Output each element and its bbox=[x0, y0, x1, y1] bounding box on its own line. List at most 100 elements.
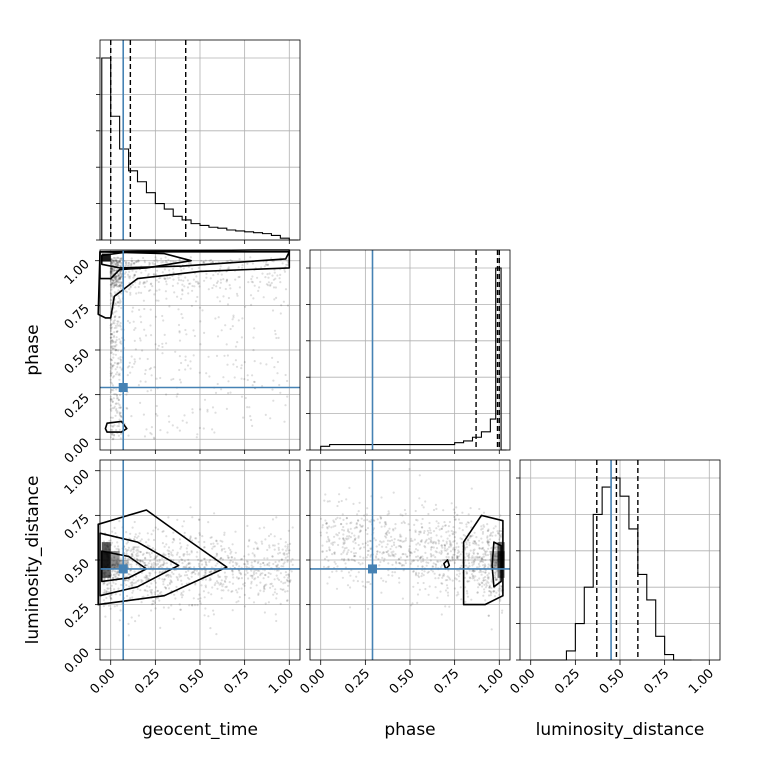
scatter-point bbox=[154, 562, 157, 565]
scatter-point bbox=[236, 341, 239, 344]
scatter-point bbox=[153, 600, 156, 603]
scatter-point bbox=[342, 543, 345, 546]
scatter-point bbox=[258, 527, 261, 530]
scatter-point bbox=[174, 597, 177, 600]
scatter-point bbox=[128, 288, 131, 291]
scatter-point bbox=[176, 282, 179, 285]
scatter-point bbox=[105, 596, 108, 600]
scatter-point bbox=[205, 272, 208, 275]
scatter-point bbox=[247, 545, 250, 548]
scatter-point bbox=[480, 547, 483, 550]
scatter-point bbox=[117, 573, 121, 577]
scatter-point bbox=[114, 532, 117, 535]
scatter-point bbox=[275, 597, 278, 600]
scatter-point bbox=[478, 565, 481, 568]
scatter-point bbox=[178, 259, 181, 262]
scatter-point bbox=[332, 525, 335, 528]
scatter-point bbox=[144, 564, 147, 567]
scatter-point bbox=[135, 557, 139, 560]
scatter-point bbox=[325, 521, 328, 525]
scatter-point bbox=[472, 556, 475, 559]
scatter-point bbox=[111, 371, 114, 375]
scatter-point bbox=[215, 540, 218, 543]
scatter-point bbox=[158, 288, 161, 291]
scatter-point bbox=[116, 410, 119, 413]
scatter-point bbox=[110, 359, 113, 362]
scatter-point bbox=[256, 547, 259, 550]
scatter-point bbox=[211, 428, 214, 431]
scatter-point bbox=[159, 429, 162, 432]
scatter-point bbox=[120, 559, 123, 562]
scatter-point bbox=[177, 308, 180, 311]
scatter-point bbox=[458, 555, 461, 558]
scatter-point bbox=[434, 563, 437, 566]
scatter-point bbox=[348, 531, 351, 534]
scatter-point bbox=[326, 566, 330, 569]
scatter-point bbox=[117, 262, 120, 265]
scatter-point bbox=[164, 256, 167, 259]
scatter-point bbox=[470, 487, 473, 490]
scatter-point bbox=[489, 594, 492, 597]
scatter-point bbox=[111, 364, 114, 367]
scatter-point bbox=[197, 518, 201, 521]
scatter-point bbox=[192, 278, 195, 281]
scatter-point bbox=[428, 521, 431, 525]
scatter-point bbox=[115, 275, 118, 279]
scatter-point bbox=[178, 603, 181, 606]
scatter-point bbox=[358, 547, 361, 551]
scatter-point bbox=[261, 385, 264, 388]
scatter-point bbox=[134, 261, 137, 264]
scatter-point bbox=[219, 268, 222, 271]
scatter-point bbox=[112, 336, 115, 339]
scatter-point bbox=[116, 322, 119, 325]
scatter-point bbox=[465, 541, 468, 544]
scatter-point bbox=[448, 605, 451, 608]
scatter-point bbox=[253, 284, 256, 287]
scatter-point bbox=[180, 593, 183, 596]
y-tick-label: 0.50 bbox=[62, 346, 93, 377]
scatter-point bbox=[115, 256, 118, 259]
scatter-point bbox=[430, 555, 433, 558]
scatter-point bbox=[284, 404, 287, 407]
scatter-point bbox=[111, 364, 114, 367]
scatter-point bbox=[257, 592, 260, 595]
scatter-point bbox=[399, 513, 402, 516]
scatter-point bbox=[148, 574, 151, 577]
scatter-point bbox=[430, 546, 433, 549]
scatter-point bbox=[421, 555, 424, 558]
y-axis-label-phase: phase bbox=[23, 324, 43, 375]
scatter-point bbox=[219, 557, 223, 560]
scatter-point bbox=[115, 336, 118, 339]
scatter-point bbox=[495, 591, 498, 594]
scatter-point bbox=[408, 550, 411, 554]
scatter-point bbox=[112, 259, 115, 262]
scatter-point bbox=[126, 273, 130, 276]
scatter-point bbox=[488, 586, 491, 589]
scatter-point bbox=[385, 536, 388, 539]
scatter-point bbox=[203, 540, 206, 544]
scatter-point bbox=[202, 427, 205, 430]
scatter-point bbox=[118, 261, 122, 264]
scatter-point bbox=[411, 539, 414, 543]
scatter-point bbox=[116, 256, 119, 259]
scatter-point bbox=[480, 560, 483, 563]
scatter-point bbox=[434, 541, 437, 544]
scatter-point bbox=[220, 583, 223, 586]
scatter-point bbox=[129, 581, 132, 585]
scatter-point bbox=[404, 562, 407, 565]
scatter-point bbox=[434, 550, 437, 553]
scatter-point bbox=[118, 406, 121, 409]
scatter-point bbox=[427, 537, 431, 540]
scatter-point bbox=[131, 553, 134, 557]
scatter-point bbox=[467, 553, 470, 557]
scatter-point bbox=[112, 574, 115, 577]
scatter-point bbox=[113, 284, 116, 287]
scatter-point bbox=[116, 261, 119, 264]
scatter-point bbox=[476, 552, 480, 555]
scatter-point bbox=[127, 434, 130, 437]
scatter-point bbox=[143, 261, 146, 264]
scatter-point bbox=[162, 552, 165, 555]
scatter-point bbox=[476, 579, 479, 582]
scatter-point bbox=[150, 609, 153, 612]
scatter-point bbox=[220, 556, 223, 560]
